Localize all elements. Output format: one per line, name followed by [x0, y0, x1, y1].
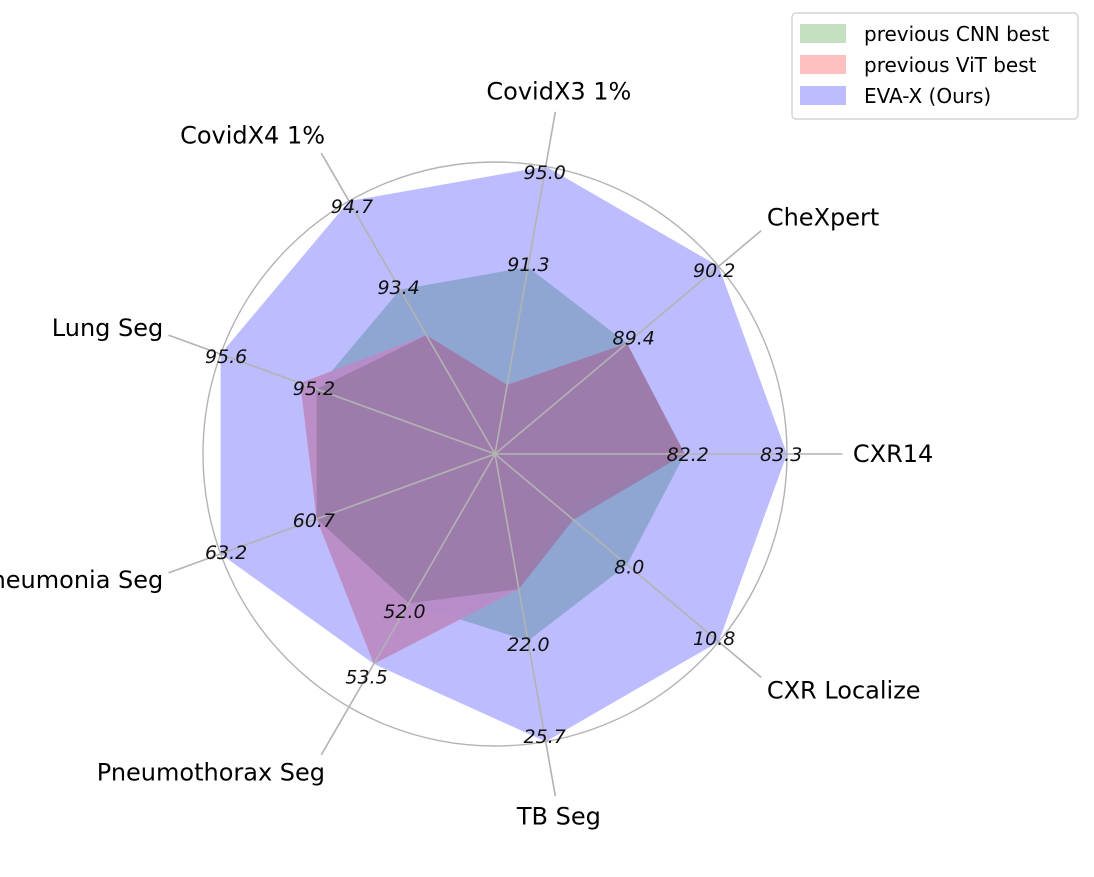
axis-label-6: Pneumothorax Seg — [97, 759, 325, 787]
value-label-second-5: 60.7 — [293, 510, 335, 532]
spoke-4 — [168, 334, 496, 455]
axis-label-5: Pneumonia Seg — [0, 566, 163, 594]
radar-spokes — [168, 111, 843, 797]
value-label-best-3: 94.7 — [331, 196, 373, 218]
value-label-best-5: 63.2 — [205, 542, 247, 564]
value-label-second-8: 8.0 — [614, 557, 644, 579]
value-label-best-2: 95.0 — [524, 162, 566, 184]
spoke-7 — [494, 453, 557, 797]
value-label-best-7: 25.7 — [524, 726, 566, 748]
legend-label-0: previous CNN best — [864, 22, 1050, 46]
axis-label-8: CXR Localize — [767, 676, 921, 704]
axis-label-4: Lung Seg — [52, 314, 163, 342]
value-label-second-0: 82.2 — [667, 444, 709, 466]
series-area-cnn — [316, 335, 685, 604]
value-label-second-1: 89.4 — [613, 328, 655, 350]
axis-label-2: CovidX3 1% — [486, 78, 631, 106]
value-label-second-6: 52.0 — [383, 601, 425, 623]
spoke-2 — [494, 111, 557, 455]
radar-value-labels: 83.3 82.2 90.2 89.4 95.0 91.3 94.7 93.4 95.6 95.2… — [205, 162, 802, 748]
axis-label-1: CheXpert — [767, 204, 879, 232]
value-label-second-4: 95.2 — [293, 378, 335, 400]
value-label-best-1: 90.2 — [693, 260, 735, 282]
value-label-best-6: 53.5 — [345, 667, 387, 689]
legend-swatch-1 — [800, 55, 846, 74]
axis-label-0: CXR14 — [853, 440, 933, 468]
spoke-1 — [494, 230, 762, 455]
axis-label-3: CovidX4 1% — [180, 121, 325, 149]
spoke-8 — [494, 453, 762, 678]
value-label-second-7: 22.0 — [507, 634, 549, 656]
value-label-best-0: 83.3 — [760, 444, 802, 466]
legend: previous CNN best previous ViT best EVA-X … — [791, 12, 1079, 120]
legend-box — [791, 12, 1079, 120]
spoke-5 — [168, 453, 496, 574]
value-label-second-3: 93.4 — [377, 277, 419, 299]
spoke-6 — [320, 453, 496, 756]
legend-label-1: previous ViT best — [864, 53, 1037, 77]
value-label-best-4: 95.6 — [205, 346, 247, 368]
value-label-best-8: 10.8 — [693, 628, 735, 650]
spoke-3 — [320, 152, 496, 455]
legend-swatch-2 — [800, 86, 846, 105]
axis-label-7: TB Seg — [516, 802, 601, 830]
legend-label-2: EVA-X (Ours) — [864, 84, 991, 108]
radar-axis-labels: CXR14 CheXpert CovidX3 1% CovidX4 1% Lung Se… — [0, 78, 933, 831]
legend-swatch-0 — [800, 24, 846, 43]
value-label-second-2: 91.3 — [507, 254, 549, 276]
